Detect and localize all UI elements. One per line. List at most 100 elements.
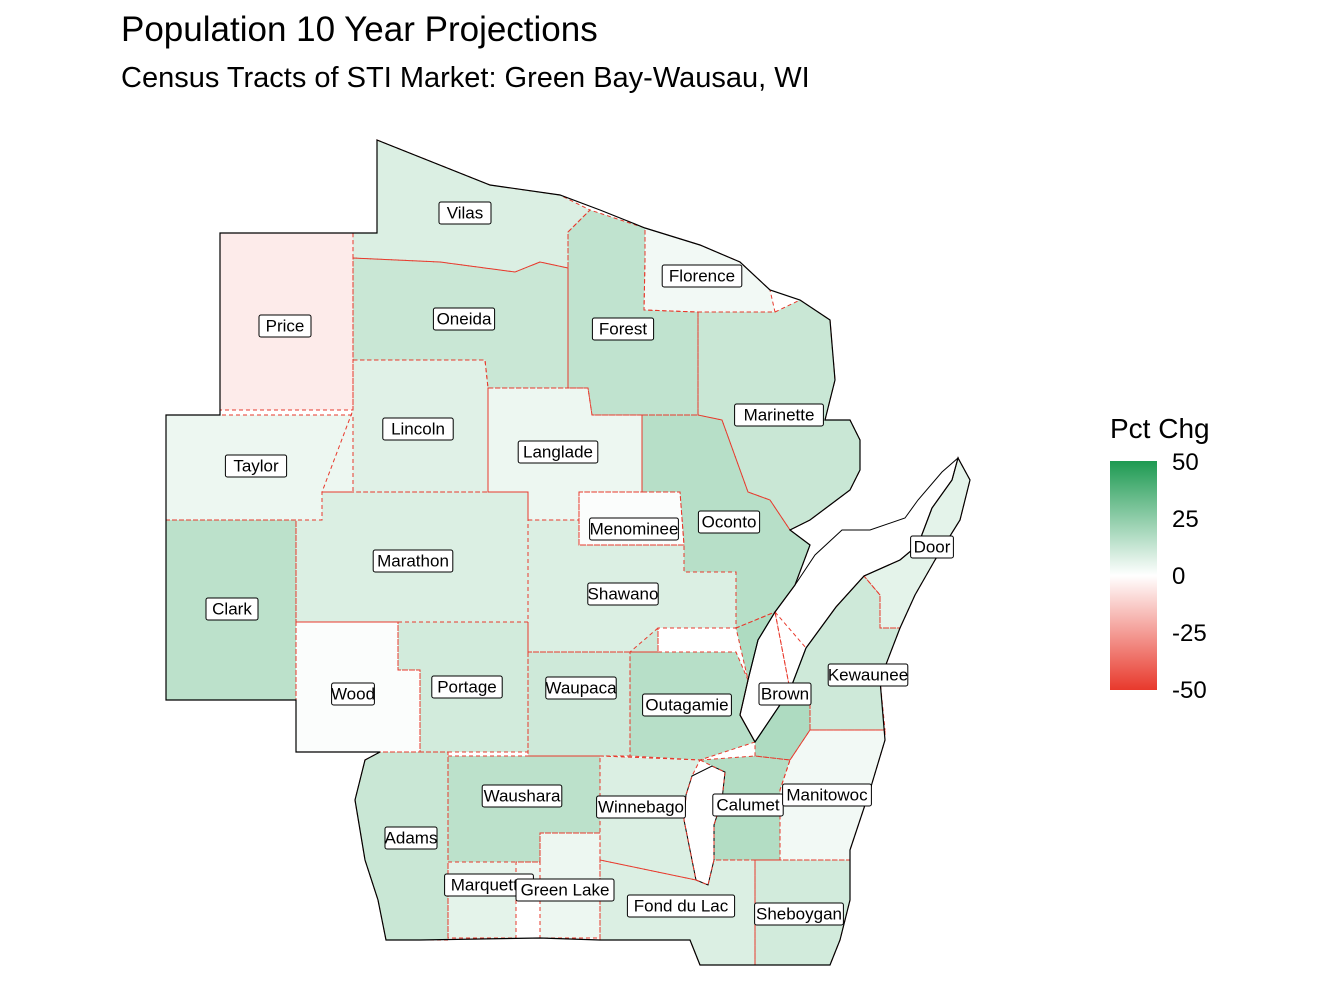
county-forest bbox=[568, 210, 698, 415]
county-label-box bbox=[258, 314, 312, 338]
county-label-box bbox=[734, 403, 824, 427]
county-label-text: Brown bbox=[761, 685, 809, 704]
legend-title: Pct Chg bbox=[1110, 413, 1210, 444]
chart-subtitle: Census Tracts of STI Market: Green Bay-W… bbox=[121, 62, 810, 94]
county-border-winnebago bbox=[599, 755, 701, 881]
county-label-box bbox=[754, 902, 844, 926]
county-label-text: Outagamie bbox=[645, 696, 728, 715]
county-label-shawano: Shawano bbox=[587, 582, 659, 606]
county-label-langlade: Langlade bbox=[517, 440, 599, 464]
county-label-waushara: Waushara bbox=[481, 784, 563, 808]
county-label-text: Taylor bbox=[233, 457, 279, 476]
county-label-winnebago: Winnebago bbox=[596, 795, 686, 819]
county-label-manitowoc: Manitowoc bbox=[782, 783, 872, 807]
county-label-box bbox=[758, 682, 812, 706]
county-label-box bbox=[782, 783, 872, 807]
county-label-florence: Florence bbox=[661, 264, 743, 288]
county-label-box bbox=[661, 264, 743, 288]
legend-tick-50: 50 bbox=[1172, 449, 1199, 476]
county-label-text: Portage bbox=[437, 678, 497, 697]
county-label-fond-du-lac: Fond du Lac bbox=[626, 894, 736, 918]
county-label-text: Waupaca bbox=[545, 679, 617, 698]
county-border-shawano bbox=[527, 519, 737, 653]
county-label-box bbox=[481, 784, 563, 808]
chart-title: Population 10 Year Projections bbox=[121, 10, 598, 49]
county-label-marinette: Marinette bbox=[734, 403, 824, 427]
county-label-marquette: Marquette bbox=[444, 873, 534, 897]
county-label-text: Winnebago bbox=[598, 798, 684, 817]
county-label-lincoln: Lincoln bbox=[382, 417, 454, 441]
county-label-box bbox=[596, 795, 686, 819]
county-label-text: Vilas bbox=[447, 204, 484, 223]
county-label-forest: Forest bbox=[591, 317, 655, 341]
county-label-taylor: Taylor bbox=[224, 454, 288, 478]
county-label-oneida: Oneida bbox=[432, 307, 496, 331]
county-label-price: Price bbox=[258, 314, 312, 338]
county-label-text: Kewaunee bbox=[828, 666, 908, 685]
county-label-box bbox=[382, 417, 454, 441]
county-label-adams: Adams bbox=[384, 826, 438, 850]
county-label-text: Florence bbox=[669, 267, 735, 286]
county-label-box bbox=[372, 549, 454, 573]
county-label-portage: Portage bbox=[431, 675, 503, 699]
county-border-price bbox=[219, 232, 354, 411]
county-label-box bbox=[587, 582, 659, 606]
county-label-text: Oconto bbox=[702, 513, 757, 532]
county-label-waupaca: Waupaca bbox=[545, 676, 617, 700]
county-label-text: Price bbox=[266, 317, 305, 336]
county-label-text: Marquette bbox=[451, 876, 528, 895]
county-label-text: Waushara bbox=[484, 787, 561, 806]
county-label-text: Marinette bbox=[744, 406, 815, 425]
county-label-text: Lincoln bbox=[391, 420, 445, 439]
county-label-oconto: Oconto bbox=[697, 510, 761, 534]
county-label-box bbox=[697, 510, 761, 534]
county-label-box bbox=[205, 597, 259, 621]
county-label-box bbox=[517, 440, 599, 464]
county-label-text: Marathon bbox=[377, 552, 449, 571]
county-waushara bbox=[448, 756, 600, 862]
market-outline bbox=[165, 139, 971, 966]
legend-tick-0: 0 bbox=[1172, 563, 1186, 590]
county-label-box bbox=[384, 826, 438, 850]
county-label-green-lake: Green Lake bbox=[515, 878, 615, 902]
legend-tick-neg50: -50 bbox=[1172, 677, 1207, 704]
county-label-brown: Brown bbox=[758, 682, 812, 706]
county-label-calumet: Calumet bbox=[712, 793, 784, 817]
county-label-text: Shawano bbox=[588, 585, 659, 604]
county-label-text: Wood bbox=[331, 685, 375, 704]
county-label-box bbox=[432, 307, 496, 331]
county-label-text: Adams bbox=[385, 829, 438, 848]
county-label-outagamie: Outagamie bbox=[642, 693, 732, 717]
county-label-text: Oneida bbox=[437, 310, 492, 329]
county-labels: Vilas Florence Price Oneida Forest Marinette L… bbox=[205, 201, 954, 926]
county-label-menominee: Menominee bbox=[589, 517, 679, 541]
county-label-sheboygan: Sheboygan bbox=[754, 902, 844, 926]
county-label-box bbox=[642, 693, 732, 717]
county-label-text: Manitowoc bbox=[786, 786, 868, 805]
legend-colorbar bbox=[1110, 461, 1157, 690]
county-label-box bbox=[431, 675, 503, 699]
county-label-box bbox=[438, 201, 492, 225]
county-label-text: Door bbox=[914, 538, 951, 557]
county-label-marathon: Marathon bbox=[372, 549, 454, 573]
county-label-text: Clark bbox=[212, 600, 252, 619]
county-label-text: Forest bbox=[599, 320, 647, 339]
county-label-kewaunee: Kewaunee bbox=[827, 663, 909, 687]
county-label-clark: Clark bbox=[205, 597, 259, 621]
county-label-box bbox=[545, 676, 617, 700]
county-door bbox=[864, 458, 970, 628]
county-label-text: Fond du Lac bbox=[634, 897, 729, 916]
county-label-vilas: Vilas bbox=[438, 201, 492, 225]
county-border-calumet bbox=[698, 755, 791, 861]
county-label-box bbox=[827, 663, 909, 687]
legend-tick-25: 25 bbox=[1172, 506, 1199, 533]
county-border-door bbox=[863, 456, 971, 629]
county-label-text: Langlade bbox=[523, 443, 593, 462]
county-label-box bbox=[224, 454, 288, 478]
county-label-text: Menominee bbox=[590, 520, 679, 539]
county-label-text: Sheboygan bbox=[756, 905, 842, 924]
county-label-door: Door bbox=[910, 535, 954, 559]
county-label-wood: Wood bbox=[331, 682, 375, 706]
county-label-text: Calumet bbox=[716, 796, 780, 815]
